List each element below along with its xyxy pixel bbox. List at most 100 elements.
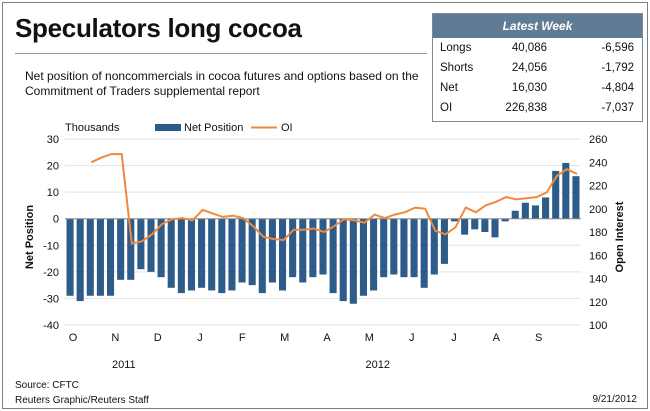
year-label: 2012 [366, 359, 390, 371]
x-tick-label: M [280, 332, 289, 344]
net-position-bar [248, 218, 256, 286]
net-position-bar [481, 218, 489, 232]
y2-tick-label: 260 [589, 134, 607, 146]
net-position-bar [440, 218, 448, 264]
y2-tick-label: 220 [589, 181, 607, 193]
x-tick-label: D [154, 332, 162, 344]
y-tick-label: 20 [47, 161, 59, 173]
latest-week-row: OI 226,838 -7,037 [433, 98, 642, 118]
credit-text: Reuters Graphic/Reuters Staff [15, 395, 149, 406]
publish-date: 9/21/2012 [592, 394, 638, 405]
chart-title: Speculators long cocoa [15, 13, 302, 43]
net-position-bar [370, 218, 378, 291]
net-position-bar [380, 218, 388, 278]
net-position-bar [309, 218, 317, 278]
net-position-bar [552, 170, 560, 219]
net-position-bar [157, 218, 165, 278]
y-tick-label: -20 [43, 267, 59, 279]
source-text: Source: CFTC [15, 380, 79, 391]
x-tick-label: M [365, 332, 374, 344]
y-tick-label: 0 [53, 214, 59, 226]
net-position-bar [258, 218, 266, 294]
net-position-bar [167, 218, 175, 288]
net-position-bar [450, 218, 459, 222]
latest-week-panel: Latest Week Longs 40,086 -6,596 Shorts 2… [432, 13, 643, 122]
x-tick-label: N [111, 332, 119, 344]
y2-tick-label: 240 [589, 157, 607, 169]
net-position-bar [228, 218, 236, 291]
net-position-bar [420, 218, 428, 288]
row-label: Shorts [440, 62, 474, 74]
y-tick-label: -40 [43, 320, 59, 332]
legend-bar-swatch [155, 124, 181, 131]
net-position-bar [491, 218, 499, 238]
net-position-bar [106, 218, 115, 296]
x-tick-label: A [323, 332, 331, 344]
year-labels: 2011 2012 [112, 359, 390, 371]
net-position-bar [400, 218, 408, 278]
row-label: Net [440, 82, 458, 94]
net-position-bar [329, 218, 337, 294]
net-position-bar [218, 218, 226, 294]
net-position-bar [289, 218, 297, 278]
x-tick-label: J [451, 332, 457, 344]
y-tick-label: -10 [43, 240, 59, 252]
net-position-bar [299, 218, 307, 283]
row-label: OI [440, 102, 453, 114]
net-position-bar [572, 176, 580, 219]
net-position-bar [410, 218, 418, 278]
latest-week-row: Shorts 24,056 -1,792 [433, 58, 642, 78]
net-position-bar [511, 210, 519, 219]
row-change: -6,596 [601, 42, 634, 54]
y-tick-label: 30 [47, 134, 59, 146]
net-position-bar [76, 218, 84, 302]
net-position-bar [177, 218, 185, 294]
net-position-bar [208, 218, 216, 291]
net-position-bar [198, 218, 206, 288]
legend-line-label: OI [281, 122, 293, 134]
net-position-bar [349, 218, 357, 304]
y2-tick-label: 140 [589, 274, 607, 286]
net-position-bar [359, 218, 368, 296]
net-position-bar [430, 218, 438, 275]
row-value: 226,838 [505, 102, 547, 114]
net-position-bar [501, 218, 509, 222]
x-tick-label: F [239, 332, 246, 344]
net-position-bar [86, 218, 94, 296]
net-position-bar [339, 218, 347, 302]
net-position-bar [531, 205, 540, 219]
x-tick-label: J [409, 332, 415, 344]
y2-tick-label: 200 [589, 204, 607, 216]
net-position-bar [278, 218, 287, 291]
y2-tick-labels: 260 240 220 200 180 160 140 120 100 [589, 134, 607, 332]
net-position-bar [461, 218, 469, 235]
net-position-bar [542, 197, 550, 219]
net-position-bar [187, 218, 196, 291]
net-position-bar [471, 218, 479, 230]
net-position-bar [66, 218, 74, 296]
net-position-bar [562, 162, 570, 219]
y2-tick-label: 100 [589, 320, 607, 332]
y2-tick-label: 160 [589, 250, 607, 262]
row-change: -4,804 [601, 82, 634, 94]
y-tick-labels: 30 20 10 0 -10 -20 -30 -40 [43, 134, 59, 332]
net-position-bar [137, 218, 145, 270]
net-position-bar [390, 218, 398, 275]
y-axis-label: Net Position [24, 205, 36, 269]
units-label: Thousands [65, 122, 120, 134]
row-value: 40,086 [511, 42, 547, 54]
net-position-bar [521, 202, 529, 219]
net-position-bar [268, 218, 276, 283]
net-position-bar [147, 218, 155, 272]
legend-bar-label: Net Position [184, 122, 243, 134]
y2-tick-label: 180 [589, 227, 607, 239]
x-tick-label: O [69, 332, 78, 344]
net-position-bar [96, 218, 104, 296]
net-position-bar [319, 218, 327, 275]
x-tick-label: A [493, 332, 501, 344]
y2-axis-label: Open Interest [614, 201, 626, 272]
oi-line [90, 153, 578, 245]
row-change: -7,037 [601, 102, 634, 114]
